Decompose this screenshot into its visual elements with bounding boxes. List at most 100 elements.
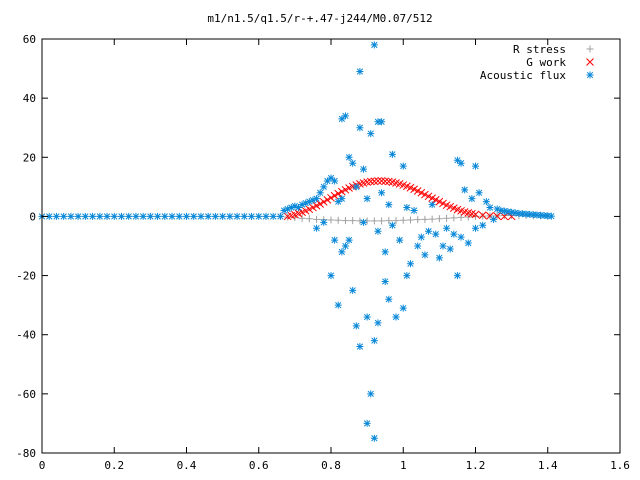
- data-point: [313, 224, 321, 232]
- data-point: [396, 236, 404, 244]
- data-point: [385, 201, 393, 209]
- data-point: [468, 195, 476, 203]
- data-point: [323, 196, 332, 204]
- data-point: [338, 195, 346, 203]
- data-point: [504, 208, 512, 216]
- data-point: [146, 212, 154, 220]
- data-point: [367, 390, 375, 398]
- data-point: [475, 189, 483, 197]
- y-tick-label: 60: [23, 33, 36, 46]
- y-tick-label: 20: [23, 151, 36, 164]
- data-point: [67, 212, 75, 220]
- data-point: [367, 130, 375, 138]
- data-point: [312, 201, 321, 210]
- data-point: [305, 205, 314, 214]
- data-point: [89, 212, 97, 220]
- data-point: [341, 185, 350, 194]
- data-point: [417, 233, 425, 241]
- data-point: [341, 242, 349, 250]
- data-point: [287, 204, 295, 212]
- data-point: [399, 162, 407, 170]
- data-point: [443, 224, 451, 232]
- data-point: [443, 214, 451, 222]
- data-point: [360, 165, 368, 173]
- data-point: [425, 227, 433, 235]
- data-point: [248, 212, 256, 220]
- data-point: [269, 212, 277, 220]
- data-point: [52, 212, 60, 220]
- data-point: [320, 183, 328, 191]
- data-point: [45, 212, 53, 220]
- data-point: [374, 118, 382, 126]
- data-point: [125, 212, 133, 220]
- data-point: [450, 214, 458, 222]
- data-point: [161, 212, 169, 220]
- data-point: [110, 212, 118, 220]
- data-point: [331, 177, 339, 185]
- data-point: [313, 215, 321, 223]
- data-point: [410, 185, 418, 194]
- chart-title: m1/n1.5/q1.5/r-+.47-j244/M0.07/512: [207, 12, 432, 25]
- data-point: [378, 189, 386, 197]
- data-point: [334, 189, 343, 198]
- data-point: [345, 153, 353, 161]
- data-point: [168, 212, 176, 220]
- data-point: [385, 217, 393, 225]
- data-point: [349, 286, 357, 294]
- data-point: [327, 174, 335, 182]
- data-point: [117, 212, 125, 220]
- data-point: [366, 177, 375, 186]
- data-point: [363, 195, 371, 203]
- data-point: [319, 198, 328, 206]
- data-point: [305, 215, 313, 223]
- data-point: [323, 177, 331, 185]
- legend-marker: [586, 71, 594, 79]
- data-point: [547, 212, 555, 220]
- data-point: [537, 211, 545, 219]
- data-point: [410, 207, 418, 215]
- data-point: [175, 212, 183, 220]
- data-point: [327, 272, 335, 280]
- data-point: [428, 201, 436, 209]
- data-point: [457, 233, 465, 241]
- data-point: [529, 211, 537, 219]
- data-point: [341, 217, 349, 225]
- data-point: [421, 251, 429, 259]
- data-point: [190, 212, 198, 220]
- data-point: [526, 210, 534, 218]
- series-g-work: [283, 177, 516, 221]
- data-point: [240, 212, 248, 220]
- data-point: [363, 419, 371, 427]
- legend-label: R stress: [513, 43, 566, 56]
- data-point: [497, 207, 505, 215]
- y-tick-label: -20: [16, 270, 36, 283]
- data-point: [139, 212, 147, 220]
- data-point: [378, 217, 386, 225]
- data-point: [226, 212, 234, 220]
- data-point: [313, 195, 321, 203]
- data-point: [464, 239, 472, 247]
- y-tick-label: -40: [16, 329, 36, 342]
- x-tick-label: 0.6: [249, 459, 269, 472]
- legend-marker: [586, 45, 594, 53]
- legend-label: Acoustic flux: [480, 69, 566, 82]
- data-point: [309, 203, 317, 212]
- data-point: [421, 190, 429, 199]
- x-tick-label: 1.4: [538, 459, 558, 472]
- legend-label: G work: [526, 56, 566, 69]
- data-point: [197, 212, 205, 220]
- data-point: [399, 216, 407, 224]
- data-point: [341, 112, 349, 120]
- data-point: [453, 156, 461, 164]
- data-point: [472, 162, 479, 170]
- data-point: [428, 215, 436, 223]
- data-point: [370, 217, 378, 225]
- data-point: [511, 209, 519, 217]
- data-point: [305, 198, 313, 206]
- data-point: [291, 202, 299, 210]
- data-point: [374, 227, 382, 235]
- data-point: [204, 212, 212, 220]
- data-point: [450, 230, 458, 238]
